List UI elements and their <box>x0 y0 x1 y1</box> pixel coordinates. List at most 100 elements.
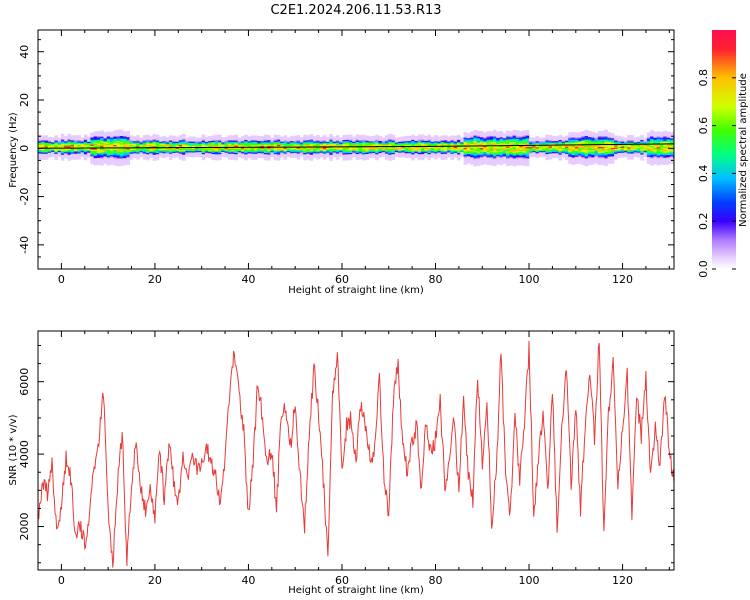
heatmap-cell <box>388 154 392 156</box>
heatmap-cell <box>116 157 121 159</box>
heatmap-cell <box>663 156 667 158</box>
heatmap-cell <box>565 139 569 141</box>
heatmap-cell <box>391 144 396 146</box>
heatmap-cell <box>355 156 360 158</box>
heatmap-cell <box>571 154 576 157</box>
heatmap-cell <box>132 143 137 145</box>
heatmap-cell <box>51 152 55 155</box>
heatmap-cell <box>342 149 347 151</box>
heatmap-cell <box>100 158 104 160</box>
heatmap-cell <box>244 140 248 143</box>
heatmap-cell <box>565 136 569 139</box>
heatmap-cell <box>254 142 258 145</box>
heatmap-cell <box>342 156 347 159</box>
heatmap-cell <box>627 147 631 149</box>
heatmap-cell <box>162 139 166 142</box>
heatmap-cell <box>650 148 654 150</box>
heatmap-cell <box>434 153 438 155</box>
heatmap-cell <box>211 147 216 150</box>
heatmap-cell <box>512 141 517 144</box>
heatmap-cell <box>126 155 130 157</box>
heatmap-cell <box>306 143 310 146</box>
heatmap-cell <box>489 145 494 148</box>
heatmap-cell <box>254 136 258 139</box>
heatmap-cell <box>299 144 304 146</box>
heatmap-cell <box>506 134 510 136</box>
heatmap-cell <box>646 144 651 146</box>
heatmap-cell <box>74 136 78 139</box>
heatmap-cell <box>568 152 572 155</box>
heatmap-cell <box>486 135 491 138</box>
heatmap-cell <box>597 132 602 134</box>
heatmap-cell <box>637 149 641 152</box>
heatmap-cell <box>630 149 635 152</box>
heatmap-cell <box>601 157 605 160</box>
heatmap-cell <box>335 136 340 138</box>
heatmap-cell <box>519 132 523 135</box>
heatmap-cell <box>574 139 579 142</box>
heatmap-cell <box>663 147 667 150</box>
heatmap-cell <box>132 148 137 150</box>
heatmap-cell <box>57 139 62 142</box>
heatmap-cell <box>257 154 261 156</box>
heatmap-cell <box>584 152 589 155</box>
heatmap-cell <box>306 140 310 142</box>
heatmap-cell <box>126 152 130 155</box>
heatmap-cell <box>155 139 160 141</box>
heatmap-cell <box>489 133 494 136</box>
heatmap-cell <box>502 147 507 150</box>
heatmap-cell <box>319 148 324 151</box>
heatmap-cell <box>594 145 599 147</box>
heatmap-cell <box>604 148 608 151</box>
heatmap-cell <box>479 155 484 157</box>
heatmap-cell <box>123 137 127 139</box>
heatmap-cell <box>67 137 72 140</box>
heatmap-cell <box>201 136 206 139</box>
heatmap-cell <box>96 140 101 143</box>
heatmap-cell <box>362 151 366 154</box>
heatmap-cell <box>509 154 513 156</box>
heatmap-cell <box>388 150 392 153</box>
heatmap-cell <box>93 149 98 151</box>
heatmap-cell <box>421 150 425 152</box>
heatmap-cell <box>224 138 229 140</box>
heatmap-cell <box>506 156 510 158</box>
heatmap-cell <box>633 139 638 142</box>
heatmap-cell <box>319 145 324 147</box>
heatmap-cell <box>224 142 229 145</box>
heatmap-cell <box>594 152 599 154</box>
heatmap-cell <box>476 146 481 148</box>
heatmap-cell <box>142 144 147 147</box>
heatmap-cell <box>443 148 448 151</box>
heatmap-cell <box>578 162 582 164</box>
heatmap-cell <box>394 144 399 147</box>
heatmap-cell <box>139 141 144 143</box>
heatmap-cell <box>653 141 657 143</box>
heatmap-cell <box>110 131 114 134</box>
heatmap-cell <box>434 157 438 160</box>
heatmap-cell <box>185 142 189 144</box>
heatmap-cell <box>653 135 657 137</box>
heatmap-cell <box>352 140 356 142</box>
heatmap-cell <box>466 151 471 153</box>
heatmap-cell <box>306 155 310 158</box>
heatmap-cell <box>479 130 484 133</box>
heatmap-cell <box>103 151 108 153</box>
heatmap-cell <box>276 144 281 147</box>
heatmap-cell <box>365 151 369 153</box>
heatmap-cell <box>617 156 621 158</box>
heatmap-cell <box>561 151 566 153</box>
heatmap-cell <box>224 153 229 156</box>
heatmap-cell <box>663 162 667 164</box>
heatmap-cell <box>558 145 563 148</box>
colorbar-ticks: 0.00.20.40.60.8 <box>697 69 736 278</box>
heatmap-cell <box>231 153 235 155</box>
heatmap-cell <box>470 147 474 149</box>
heatmap-cell <box>617 146 621 149</box>
heatmap-cell <box>211 138 216 140</box>
heatmap-cell <box>476 135 481 137</box>
heatmap-cell <box>103 142 108 145</box>
heatmap-cell <box>453 156 458 158</box>
heatmap-cell <box>290 139 294 142</box>
heatmap-cell <box>414 135 419 138</box>
